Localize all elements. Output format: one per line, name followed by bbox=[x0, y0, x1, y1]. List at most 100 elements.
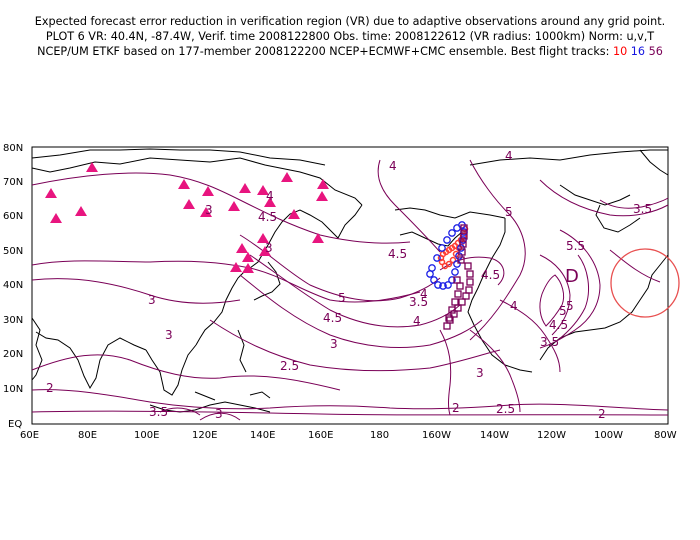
flight-track-purple-point bbox=[465, 286, 473, 294]
map-frame bbox=[31, 146, 669, 425]
contour-label: 4.5 bbox=[258, 210, 277, 224]
triangle-marker bbox=[264, 197, 276, 207]
contour-label: 5.5 bbox=[566, 239, 585, 253]
contour-label: 3 bbox=[215, 407, 223, 421]
flight-track-purple-point bbox=[451, 298, 459, 306]
lon-label: 80E bbox=[78, 430, 97, 441]
flight-track-purple-point bbox=[453, 276, 461, 284]
lon-label: 60E bbox=[20, 430, 39, 441]
contour-label: 5 bbox=[505, 205, 513, 219]
d-marker: D bbox=[565, 266, 579, 287]
longitude-labels: 60E 80E 100E 120E 140E 160E 180 160W 140… bbox=[20, 430, 677, 441]
flight-track-blue-point bbox=[426, 270, 434, 278]
flight-track-purple-point bbox=[457, 256, 465, 264]
flight-track-red-point bbox=[441, 262, 449, 270]
flight-track-blue-point bbox=[433, 254, 441, 262]
track-purple-label: 56 bbox=[648, 45, 663, 58]
flight-track-purple-point bbox=[443, 322, 451, 330]
contour-label: 3 bbox=[148, 293, 156, 307]
flight-track-blue-point bbox=[430, 276, 438, 284]
triangle-marker bbox=[239, 183, 251, 193]
contour-label: 2 bbox=[598, 407, 606, 421]
verification-region-circle bbox=[610, 248, 680, 318]
track-blue-label: 16 bbox=[630, 45, 646, 58]
lat-label: 10N bbox=[3, 384, 23, 395]
contour-label: 3 bbox=[265, 241, 273, 255]
contour-label: 3.5 bbox=[409, 295, 428, 309]
flight-track-purple-point bbox=[464, 262, 472, 270]
contour-label: 5 bbox=[338, 291, 346, 305]
flight-track-purple-point bbox=[462, 292, 470, 300]
triangle-marker bbox=[242, 252, 254, 262]
contour-label: 3 bbox=[476, 366, 484, 380]
triangle-marker bbox=[45, 188, 57, 198]
flight-track-red-point bbox=[460, 228, 468, 236]
triangle-marker bbox=[281, 172, 293, 182]
flight-track-blue-point bbox=[434, 281, 442, 289]
track-red-label: 10 bbox=[612, 45, 628, 58]
latitude-labels: 80N 70N 60N 50N 40N 30N 20N 10N EQ bbox=[3, 143, 23, 430]
triangle-marker bbox=[242, 263, 254, 273]
triangle-marker bbox=[183, 199, 195, 209]
flight-track-blue-point bbox=[443, 236, 451, 244]
lat-label: 60N bbox=[3, 211, 23, 222]
lon-label: 160W bbox=[422, 430, 451, 441]
header-line-2: PLOT 6 VR: 40.4N, -87.4W, Verif. time 20… bbox=[45, 30, 655, 43]
lon-label: 160E bbox=[308, 430, 333, 441]
header-line-1: Expected forecast error reduction in ver… bbox=[34, 15, 666, 28]
lon-label: 120W bbox=[537, 430, 566, 441]
contour-labels: 4 4 3.5 3 4 4.5 3 4.5 5 5 4.5 3 2.5 3 3 … bbox=[46, 149, 652, 421]
lon-label: 180 bbox=[370, 430, 389, 441]
contour-label: 3 bbox=[205, 203, 213, 217]
flight-track-blue-point bbox=[448, 276, 456, 284]
contour-label: 4.5 bbox=[323, 311, 342, 325]
flight-track-purple-point bbox=[466, 270, 474, 278]
lon-label: 100E bbox=[134, 430, 159, 441]
triangle-markers bbox=[45, 162, 329, 273]
flight-track-purple-point bbox=[458, 248, 466, 256]
contour-label: 3.5 bbox=[540, 335, 559, 349]
triangle-marker bbox=[316, 191, 328, 201]
triangle-marker bbox=[178, 179, 190, 189]
contour-label: 2.5 bbox=[280, 359, 299, 373]
triangle-marker bbox=[257, 233, 269, 243]
contour-label: 3.5 bbox=[149, 405, 168, 419]
contour-lines bbox=[31, 159, 669, 421]
header-line-3: NCEP/UM ETKF based on 177-member 2008122… bbox=[0, 44, 700, 59]
flight-track-purple-point bbox=[448, 306, 456, 314]
lon-label: 120E bbox=[192, 430, 217, 441]
lat-label: 70N bbox=[3, 177, 23, 188]
contour-label: 4 bbox=[505, 149, 513, 163]
flight-track-purple-point bbox=[454, 290, 462, 298]
triangle-marker bbox=[259, 246, 271, 256]
contour-label: 3 bbox=[165, 328, 173, 342]
flight-track-purple-point bbox=[460, 232, 468, 240]
flight-track-blue-point bbox=[438, 244, 446, 252]
flight-track-purple-point bbox=[466, 278, 474, 286]
lon-label: 80W bbox=[654, 430, 677, 441]
contour-label: 5 bbox=[559, 304, 567, 318]
flight-track-blue-point bbox=[448, 229, 456, 237]
contour-label: 4.5 bbox=[549, 318, 568, 332]
flight-track-blue-point bbox=[444, 281, 452, 289]
flight-track-red-point bbox=[449, 256, 457, 264]
flight-track-purple-point bbox=[445, 314, 453, 322]
lat-label: 40N bbox=[3, 280, 23, 291]
triangle-marker bbox=[317, 179, 329, 189]
lon-label: 100W bbox=[594, 430, 623, 441]
coastlines bbox=[31, 148, 669, 413]
contour-label: 3 bbox=[330, 337, 338, 351]
triangle-marker bbox=[200, 207, 212, 217]
contour-label: 5 bbox=[566, 299, 574, 313]
contour-label: 4.5 bbox=[388, 247, 407, 261]
triangle-marker bbox=[257, 185, 269, 195]
triangle-marker bbox=[230, 262, 242, 272]
triangle-marker bbox=[288, 209, 300, 219]
flight-track-purple-point bbox=[450, 310, 458, 318]
lon-label: 140E bbox=[250, 430, 275, 441]
flight-track-blue-point bbox=[460, 228, 468, 236]
flight-track-blue-point bbox=[439, 282, 447, 290]
contour-label: 4 bbox=[389, 159, 397, 173]
contour-label: 4.5 bbox=[481, 268, 500, 282]
